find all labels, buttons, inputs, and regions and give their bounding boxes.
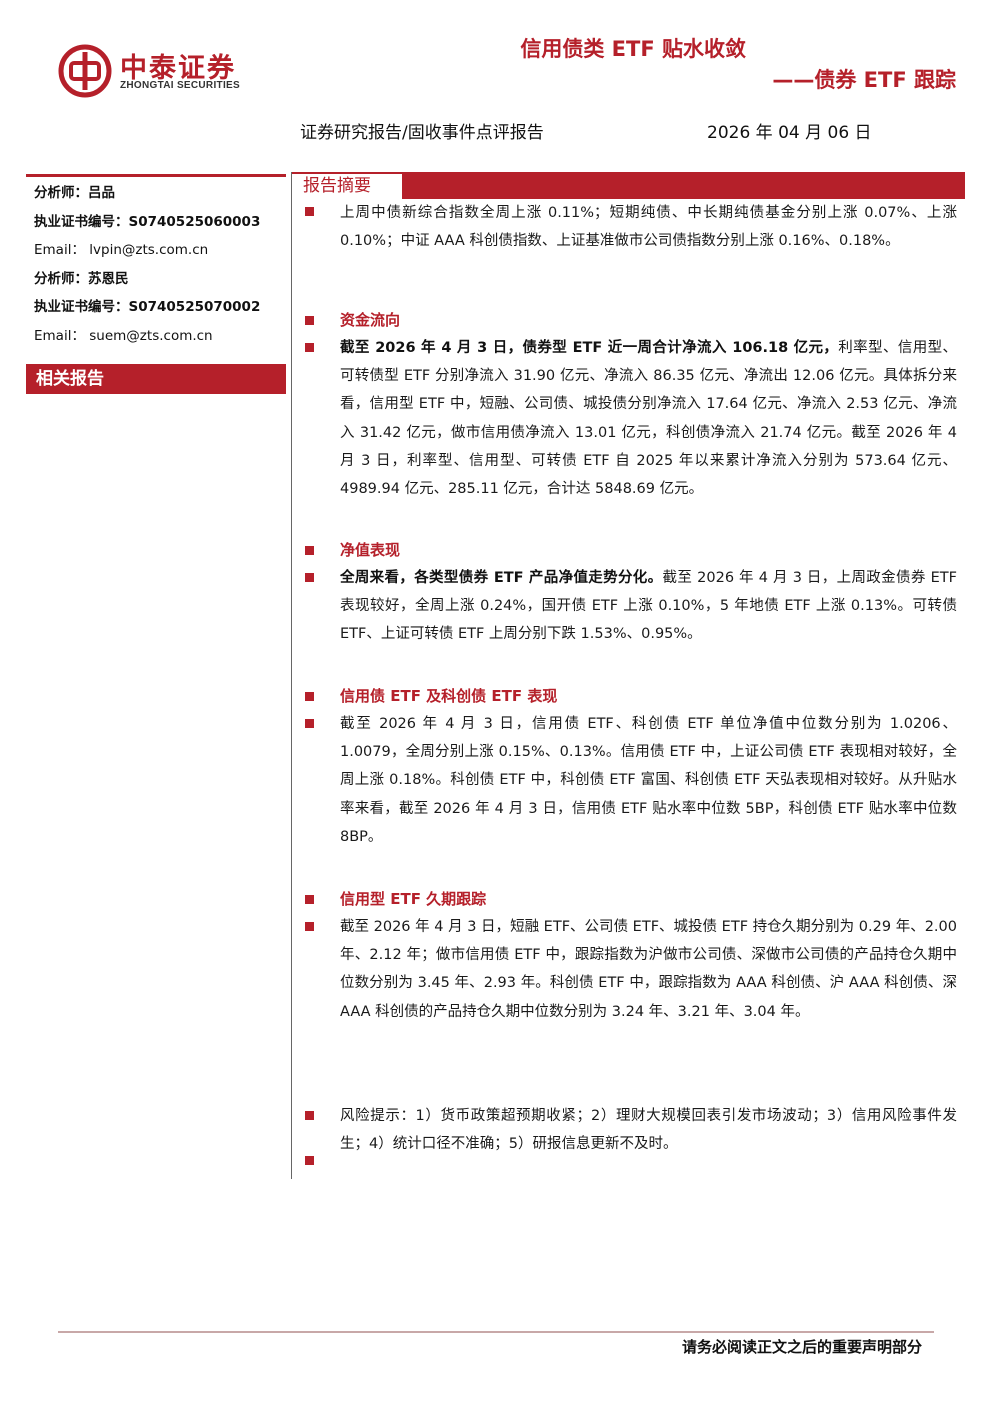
- fund-flow-lead: 截至 2026 年 4 月 3 日，债券型 ETF 近一周合计净流入 106.1…: [340, 340, 839, 356]
- risk-warning: 风险提示：1）货币政策超预期收紧；2）理财大规模回表引发市场波动；3）信用风险事…: [305, 1102, 957, 1158]
- nav-performance-body: 截至 2026 年 4 月 3 日，上周政金债券 ETF 表现较好，全周上涨 0…: [340, 570, 957, 643]
- fund-flow-body: 利率型、信用型、可转债型 ETF 分别净流入 31.90 亿元、净流入 86.3…: [340, 340, 958, 498]
- bullet-square-icon: [305, 207, 314, 216]
- bullet-square-icon: [305, 692, 314, 701]
- section-heading: 信用型 ETF 久期跟踪: [340, 890, 487, 908]
- bullet-square-icon: [305, 316, 314, 325]
- company-logo: 中泰证券 ZHONGTAI SECURITIES: [58, 44, 278, 100]
- logo-name-cn: 中泰证券: [120, 53, 236, 84]
- analyst-name-1: 分析师：吕品: [34, 185, 115, 201]
- footer-disclaimer: 请务必阅读正文之后的重要声明部分: [681, 1338, 922, 1356]
- bullet-square-icon: [305, 1156, 314, 1165]
- duration-paragraph: 截至 2026 年 4 月 3 日，短融 ETF、公司债 ETF、城投债 ETF…: [305, 913, 957, 1026]
- fund-flow-paragraph: 截至 2026 年 4 月 3 日，债券型 ETF 近一周合计净流入 106.1…: [305, 334, 957, 503]
- section-heading: 资金流向: [340, 311, 401, 329]
- bullet-square-icon: [305, 343, 314, 352]
- section-fund-flow: 资金流向: [305, 306, 957, 334]
- bullet-square-icon: [305, 922, 314, 931]
- bullet-square-icon: [305, 573, 314, 582]
- section-credit-etf: 信用债 ETF 及科创债 ETF 表现: [305, 682, 957, 710]
- nav-performance-paragraph: 全周来看，各类型债券 ETF 产品净值走势分化。截至 2026 年 4 月 3 …: [305, 564, 957, 649]
- bullet-square-icon: [305, 895, 314, 904]
- section-nav-performance: 净值表现: [305, 536, 957, 564]
- analyst-sidebar: 分析师：吕品 执业证书编号：S0740525060003 Email： lvpi…: [26, 174, 286, 394]
- column-divider: [291, 172, 292, 1179]
- footer-rule: [58, 1331, 934, 1333]
- bullet-square-icon: [305, 719, 314, 728]
- analyst-license-1: 执业证书编号：S0740525060003: [34, 213, 261, 230]
- abstract-label: 报告摘要: [292, 174, 402, 199]
- report-title: 信用债类 ETF 贴水收敛: [520, 37, 746, 61]
- bullet-square-icon: [305, 546, 314, 555]
- sidebar-top-rule: [26, 174, 286, 177]
- report-type: 证券研究报告/固收事件点评报告: [300, 123, 544, 143]
- report-date: 2026 年 04 月 06 日: [707, 123, 872, 143]
- section-heading: 净值表现: [340, 541, 401, 559]
- credit-etf-paragraph: 截至 2026 年 4 月 3 日，信用债 ETF、科创债 ETF 单位净值中位…: [305, 710, 957, 851]
- section-heading: 信用债 ETF 及科创债 ETF 表现: [340, 687, 558, 705]
- analyst-license-2: 执业证书编号：S0740525070002: [34, 299, 261, 315]
- duration-body: 截至 2026 年 4 月 3 日，短融 ETF、公司债 ETF、城投债 ETF…: [340, 919, 957, 1020]
- bullet-square-icon: [305, 1111, 314, 1120]
- abstract-header-bar: 报告摘要: [292, 172, 965, 199]
- nav-performance-lead: 全周来看，各类型债券 ETF 产品净值走势分化。: [340, 570, 663, 586]
- abstract-intro: 上周中债新综合指数全周上涨 0.11%；短期纯债、中长期纯债基金分别上涨 0.0…: [305, 199, 957, 255]
- related-reports-header: 相关报告: [26, 364, 286, 394]
- risk-text: 风险提示：1）货币政策超预期收紧；2）理财大规模回表引发市场波动；3）信用风险事…: [340, 1108, 957, 1153]
- analyst-name-2: 分析师：苏恩民: [34, 270, 129, 287]
- logo-name-en: ZHONGTAI SECURITIES: [120, 80, 240, 91]
- report-subtitle: ——债券 ETF 跟踪: [772, 68, 956, 92]
- section-duration: 信用型 ETF 久期跟踪: [305, 885, 957, 913]
- intro-text: 上周中债新综合指数全周上涨 0.11%；短期纯债、中长期纯债基金分别上涨 0.0…: [340, 205, 957, 250]
- analyst-email-2[interactable]: Email： suem@zts.com.cn: [34, 327, 213, 344]
- credit-etf-body: 截至 2026 年 4 月 3 日，信用债 ETF、科创债 ETF 单位净值中位…: [340, 716, 957, 845]
- analyst-email-1[interactable]: Email： lvpin@zts.com.cn: [34, 242, 209, 258]
- zhongtai-logo-icon: [58, 44, 112, 98]
